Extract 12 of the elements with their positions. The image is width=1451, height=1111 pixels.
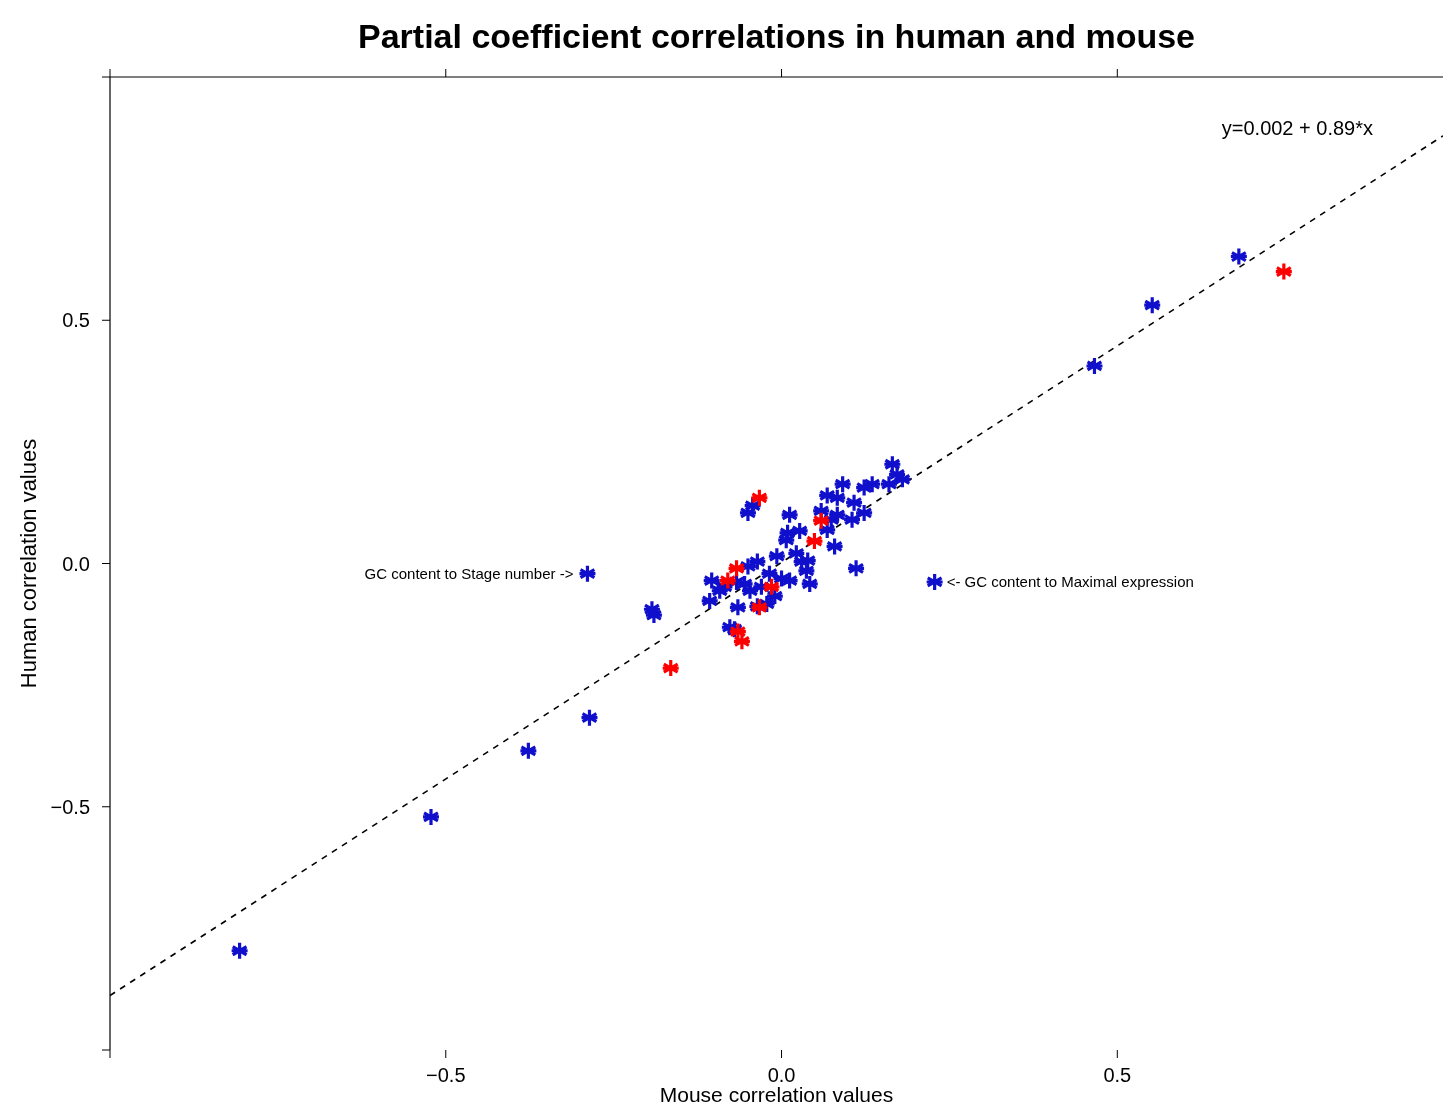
annotation: <- GC content to Maximal expression — [946, 573, 1194, 591]
y-tick-label: 0.5 — [62, 309, 90, 332]
x-tick-label: 0.5 — [1103, 1064, 1132, 1086]
annotation: y=0.002 + 0.89*x — [1221, 117, 1373, 139]
x-tick-label: −0.5 — [426, 1064, 466, 1086]
y-tick-label: 0.0 — [62, 552, 90, 575]
y-axis-title: Human correlation values — [16, 438, 41, 689]
chart-title: Partial coefficient correlations in human and mouse — [358, 17, 1195, 55]
y-tick-label: −0.5 — [50, 795, 90, 818]
x-axis-title: Mouse correlation values — [659, 1083, 894, 1106]
x-tick-label: 0.0 — [767, 1064, 796, 1086]
annotation: GC content to Stage number -> — [364, 564, 574, 582]
